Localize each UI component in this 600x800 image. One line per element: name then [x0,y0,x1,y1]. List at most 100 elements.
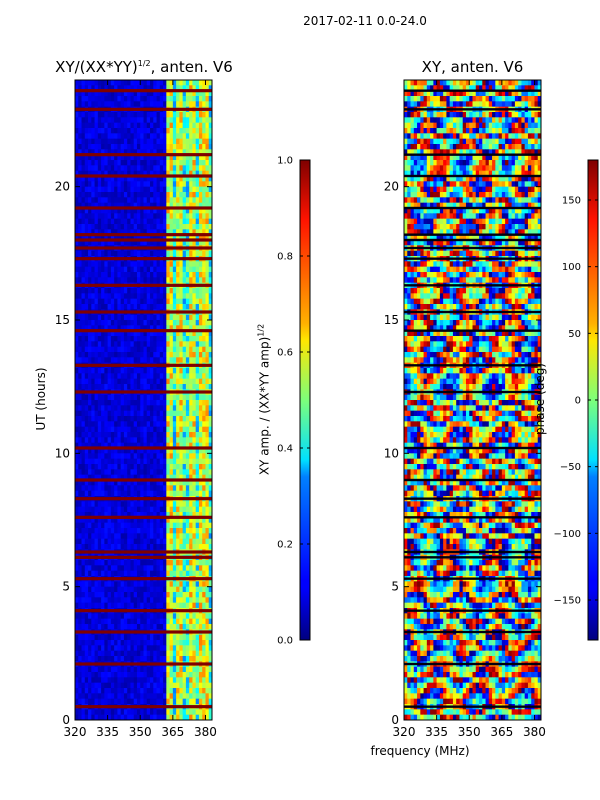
flagged-row-phase [404,89,541,92]
flagged-row-amplitude [75,550,212,554]
flagged-row-amplitude [75,246,212,250]
flagged-row-phase [404,609,541,612]
flagged-row-amplitude [75,363,212,367]
x-tick-label: 365 [490,725,513,739]
flagged-row-amplitude [75,390,212,394]
phase-panel-title: XY, anten. V6 [421,58,524,76]
flagged-row-phase [404,364,541,367]
colorbar-tick-label: 0.8 [277,252,293,263]
x-tick-label: 380 [523,725,546,739]
flagged-row-amplitude [75,329,212,333]
y-tick-label: 10 [55,446,70,460]
x-tick-label: 335 [96,725,119,739]
x-tick-label: 350 [129,725,152,739]
flagged-row-amplitude [75,238,212,242]
x-tick-label: 335 [425,725,448,739]
y-tick-label: 0 [62,713,70,727]
flagged-row-amplitude [75,577,212,581]
y-tick-label: 10 [384,446,399,460]
y-tick-label: 15 [55,313,70,327]
flagged-row-phase [404,662,541,666]
colorbar-tick-label: 0.0 [277,636,293,647]
frame-phase [403,79,542,721]
x-tick-label: 320 [64,725,87,739]
flagged-row-phase [404,238,541,242]
flagged-row-phase [404,174,541,178]
colorbar-amplitude-ticks: 0.0 0.2 0.4 0.6 0.8 1.0 [277,156,310,647]
colorbar-tick-label: −150 [554,596,581,607]
colorbar-tick-label: 1.0 [277,156,293,167]
flagged-row-phase [404,630,541,634]
flagged-row-phase [404,550,541,554]
flagged-row-amplitude [75,283,212,287]
flagged-row-phase [404,246,541,250]
y-tick-label: 20 [384,180,399,194]
flagged-row-phase [404,577,541,580]
colorbar-amplitude-label: XY amp. / (XX*YY amp)1/2 [256,323,272,476]
flagged-row-amplitude [75,478,212,482]
y-tick-label: 0 [391,713,399,727]
flagged-row-amplitude [75,446,212,450]
flagged-row-phase [404,478,541,482]
flagged-row-amplitude [75,257,212,261]
axes-phase: 320 335 350 365 380 0 5 10 15 20 [384,80,546,739]
colorbar-tick-label: 0 [575,396,581,407]
amplitude-panel-title: XY/(XX*YY)1/2, anten. V6 [55,58,233,76]
flagged-row-amplitude [75,206,212,210]
flagged-row-amplitude [75,174,212,178]
heatmap-phase [404,80,541,720]
flagged-row-phase [404,329,541,332]
flagged-row-phase [404,705,541,708]
y-tick-label: 20 [55,180,70,194]
flagged-row-phase [404,153,541,156]
figure-suptitle: 2017-02-11 0.0-24.0 [303,14,427,28]
flagged-row-phase [404,556,541,559]
y-axis-label-amplitude: UT (hours) [34,367,48,431]
flagged-row-amplitude [75,233,212,237]
colorbar-phase-ticks: 150 100 50 0 −50 −100 −150 [554,196,598,607]
y-tick-label: 15 [384,313,399,327]
colorbar-tick-label: 0.6 [277,348,293,359]
flagged-row-phase [404,446,541,450]
flagged-row-phase [404,233,541,236]
colorbar-tick-label: −100 [554,529,581,540]
heatmap-amplitude [75,80,212,720]
flagged-row-amplitude [75,497,212,501]
flagged-row-amplitude [75,310,212,314]
flagged-row-phase [404,310,541,314]
flagged-row-amplitude [75,515,212,519]
colorbar-tick-label: 150 [562,196,581,207]
x-tick-label: 350 [458,725,481,739]
flagged-row-phase [404,284,541,287]
x-tick-label: 320 [393,725,416,739]
x-tick-label: 380 [194,725,217,739]
y-tick-label: 5 [391,580,399,594]
colorbar-tick-label: −50 [560,462,581,473]
colorbar-amplitude [299,159,311,641]
x-tick-label: 365 [161,725,184,739]
x-axis-label-frequency: frequency (MHz) [370,744,470,758]
colorbar-tick-label: 0.2 [277,540,293,551]
flagged-row-amplitude [75,555,212,559]
flagged-row-amplitude [75,153,212,157]
flagged-row-phase [404,497,541,500]
frame-amplitude [74,79,213,721]
flagged-row-phase [404,257,541,260]
colorbar-phase-label: phase (deg) [533,363,547,436]
flagged-row-amplitude [75,89,212,93]
flagged-row-phase [404,390,541,394]
flagged-row-phase [404,108,541,111]
flagged-row-amplitude [75,107,212,111]
colorbar-tick-label: 100 [562,262,581,273]
flagged-row-amplitude [75,630,212,634]
flagged-row-amplitude [75,705,212,709]
flagged-row-amplitude [75,609,212,613]
flagged-row-phase [404,516,541,519]
axes-amplitude: 320 335 350 365 380 0 5 10 15 20 [55,80,217,739]
y-tick-label: 5 [62,580,70,594]
colorbar-tick-label: 0.4 [277,444,293,455]
flagged-row-amplitude [75,662,212,666]
colorbar-tick-label: 50 [568,329,581,340]
flagged-row-phase [404,206,541,210]
